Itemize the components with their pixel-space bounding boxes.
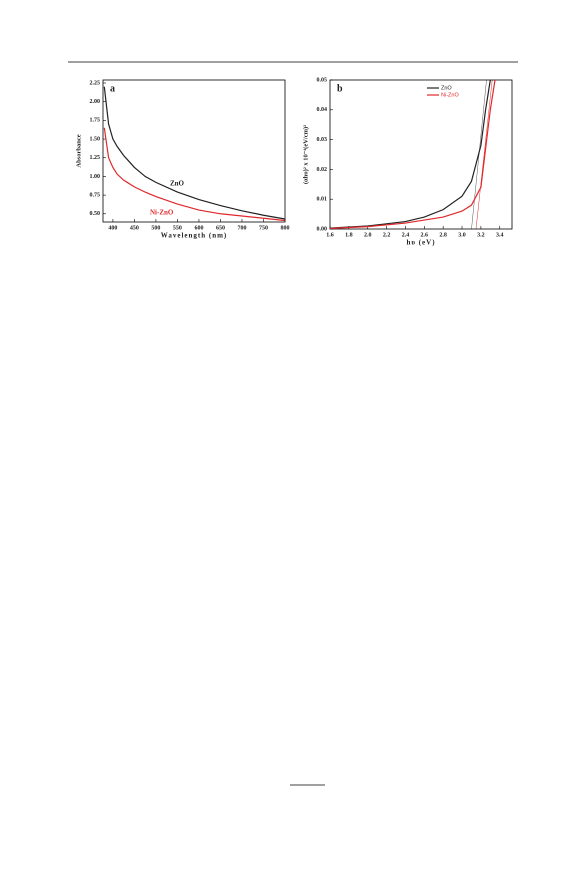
y-tick-label: 1.50 [90, 136, 101, 142]
x-tick-label: 450 [130, 225, 139, 231]
data-line [103, 127, 286, 222]
y-tick-label: 1.00 [90, 174, 101, 180]
y-tick-label: 0.00 [317, 226, 328, 232]
x-tick-label: 400 [108, 225, 117, 231]
data-line [329, 79, 491, 229]
x-tick-label: 1.8 [345, 232, 353, 238]
x-tick-label: 500 [151, 225, 160, 231]
x-tick-label: 550 [173, 225, 182, 231]
x-tick-label: 600 [194, 225, 203, 231]
x-tick-label: 3.4 [496, 232, 504, 238]
y-tick-label: 2.25 [90, 80, 101, 86]
y-tick-label: 0.03 [317, 137, 328, 143]
plot-frame [329, 79, 513, 230]
x-tick-label: 650 [216, 225, 225, 231]
y-tick-label: 0.75 [90, 192, 101, 198]
x-tick-label: 2.2 [383, 232, 391, 238]
x-tick-label: 2.4 [402, 232, 410, 238]
y-tick-label: 0.01 [317, 197, 328, 203]
x-tick-label: 800 [281, 225, 290, 231]
x-tick-label: 3.0 [458, 232, 466, 238]
x-axis-label: hυ (eV) [406, 239, 435, 247]
panel-label: b [337, 83, 343, 94]
y-tick-label: 1.75 [90, 118, 101, 124]
x-tick-label: 2.8 [439, 232, 447, 238]
tangent-line [475, 79, 493, 230]
y-tick-label: 0.05 [317, 77, 328, 83]
data-line [103, 86, 286, 220]
y-tick-label: 0.02 [317, 167, 328, 173]
legend-label: ZnO [441, 85, 452, 91]
y-axis-label: Absorbance [75, 134, 82, 167]
x-tick-label: 750 [259, 225, 268, 231]
plot-frame [102, 79, 286, 223]
x-tick-label: 2.0 [364, 232, 372, 238]
data-line [329, 79, 496, 230]
y-tick-label: 0.50 [90, 211, 101, 217]
x-tick-label: 2.6 [421, 232, 429, 238]
x-tick-label: 1.6 [326, 232, 334, 238]
panel-label: a [110, 83, 115, 94]
legend-label: Ni-ZnO [441, 92, 459, 98]
y-tick-label: 2.00 [90, 99, 101, 105]
series-label: Ni-ZnO [150, 209, 174, 217]
x-tick-label: 3.2 [477, 232, 485, 238]
series-label: ZnO [170, 180, 185, 188]
y-tick-label: 0.04 [317, 107, 328, 113]
y-tick-label: 1.25 [90, 155, 101, 161]
x-tick-label: 700 [237, 225, 246, 231]
x-axis-label: Wavelength (nm) [161, 232, 228, 240]
y-axis-label: (αhυ)² x 10⁻⁴(eV/cm)² [302, 125, 309, 184]
